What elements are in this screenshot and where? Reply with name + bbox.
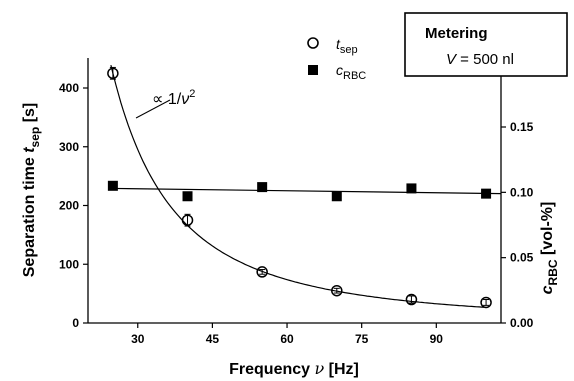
series-tsep-points [107, 66, 492, 309]
left-y-axis-ticks: 0 100 200 300 400 [59, 81, 88, 330]
tsep-point [480, 296, 492, 309]
x-tick-label: 60 [280, 332, 294, 346]
legend-label-crbc: cRBC [336, 62, 366, 82]
left-y-tick-label: 300 [59, 140, 79, 154]
legend: tsep cRBC [307, 36, 366, 82]
crbc-point [481, 188, 492, 199]
left-y-tick-label: 100 [59, 257, 79, 271]
x-tick-label: 45 [206, 332, 220, 346]
fit-curve-inverse-square [110, 64, 485, 308]
right-y-axis-title: cRBC [vol-%] [539, 202, 560, 295]
info-box-title: Metering [425, 25, 488, 42]
right-y-axis-ticks: 0.00 0.05 0.10 0.15 [501, 120, 534, 330]
tsep-point [405, 293, 418, 306]
crbc-point [331, 191, 342, 202]
crbc-point [107, 180, 118, 191]
fit-label-leader-line [135, 99, 171, 119]
right-y-tick-label: 0.10 [510, 185, 534, 199]
fit-label: ∝ 1/ν2 [152, 88, 195, 108]
legend-marker-crbc [308, 65, 318, 75]
right-y-tick-label: 0.00 [510, 316, 534, 330]
right-y-tick-label: 0.05 [510, 251, 534, 265]
info-box-frame [404, 12, 568, 77]
tsep-point [181, 214, 194, 226]
legend-marker-tsep [307, 37, 319, 49]
legend-label-tsep: tsep [336, 36, 358, 56]
crbc-point [406, 183, 417, 194]
x-axis-title: Frequency ν [Hz] [229, 359, 359, 378]
x-axis-ticks: 30 45 60 75 90 [131, 323, 443, 346]
crbc-point [257, 182, 268, 193]
left-y-axis-title: Separation time tsep [s] [21, 103, 42, 278]
info-box: Metering V = 500 nl [404, 12, 568, 77]
series-crbc-points [107, 180, 492, 202]
crbc-point [182, 191, 193, 202]
tsep-point [256, 266, 268, 278]
x-tick-label: 75 [355, 332, 369, 346]
fit-line-rbc [112, 187, 502, 195]
left-y-tick-label: 400 [59, 81, 79, 95]
tsep-point [331, 284, 343, 297]
right-y-tick-label: 0.15 [510, 120, 534, 134]
tsep-point [107, 67, 119, 80]
info-box-volume: V = 500 nl [446, 51, 514, 68]
left-y-tick-label: 0 [72, 316, 79, 330]
x-tick-label: 30 [131, 332, 145, 346]
x-tick-label: 90 [430, 332, 444, 346]
left-y-tick-label: 200 [59, 199, 79, 213]
fit-label-prefix: ∝ 1/ [152, 91, 182, 108]
fit-label-symbol: ν [181, 91, 189, 108]
fit-label-exponent: 2 [189, 88, 195, 100]
